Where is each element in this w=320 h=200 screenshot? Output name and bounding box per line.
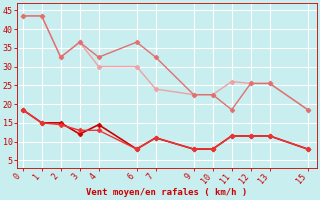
X-axis label: Vent moyen/en rafales ( km/h ): Vent moyen/en rafales ( km/h ) (86, 188, 248, 197)
